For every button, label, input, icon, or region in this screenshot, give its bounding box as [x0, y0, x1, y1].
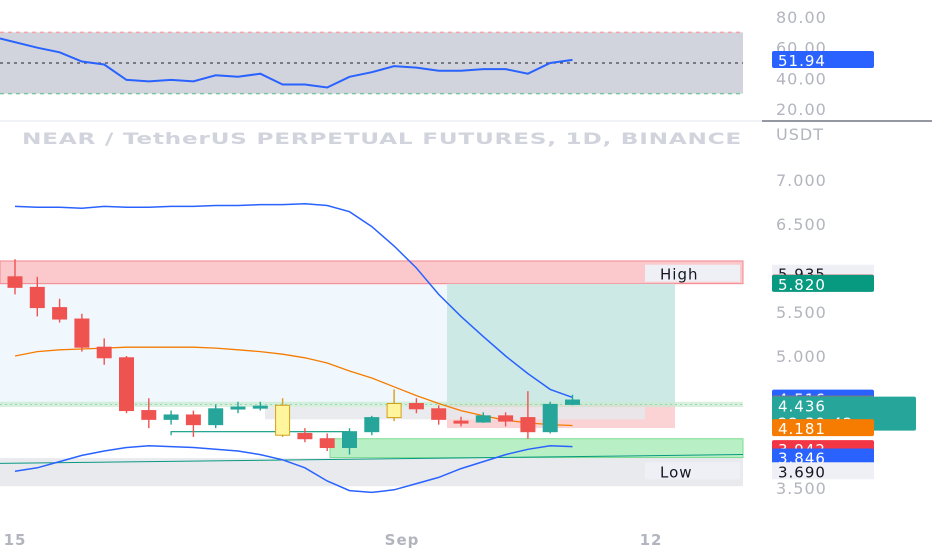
support-zone-lower[interactable] [0, 458, 743, 487]
candle[interactable] [52, 298, 68, 323]
candle-body [230, 406, 246, 410]
rsi-current-value: 51.94 [778, 52, 826, 70]
candle-body [208, 408, 224, 426]
price-tag-label: Low [660, 463, 693, 481]
candle-body [431, 408, 447, 420]
candle[interactable] [520, 391, 536, 439]
price-tag: Low 3.690 [645, 462, 874, 481]
candle[interactable] [252, 401, 268, 411]
price-tag-value: 4.181 [778, 420, 826, 438]
candle[interactable] [119, 356, 134, 414]
candle-body [364, 417, 380, 433]
price-tag-label-bg [645, 264, 740, 282]
candle-body [52, 307, 68, 320]
price-axis-tick: 5.500 [776, 303, 827, 322]
bollinger-lower [14, 445, 573, 494]
candle[interactable] [565, 394, 580, 406]
range-shade [0, 283, 447, 405]
candle-body [453, 420, 469, 424]
price-tag-label-bg [645, 462, 740, 480]
candle[interactable] [7, 259, 23, 295]
candle-body [185, 414, 201, 426]
time-axis-tick: Sep [385, 531, 420, 549]
price-axis-tick: 6.500 [776, 215, 827, 234]
price-axis[interactable]: 80.0060.0040.0020.0051.947.0006.5005.500… [4, 8, 932, 549]
candle-body [498, 415, 514, 422]
candle-body [386, 403, 402, 419]
rsi-axis-tick: 20.00 [776, 100, 827, 119]
candle[interactable] [275, 398, 291, 437]
support-trendline [0, 454, 744, 464]
candle-body [96, 346, 112, 359]
candle[interactable] [74, 313, 90, 352]
candle-body [74, 318, 90, 348]
candle[interactable] [542, 401, 558, 434]
price-tag-value: 4.436 [778, 398, 826, 416]
candle-body [520, 417, 536, 433]
candle[interactable] [29, 276, 45, 317]
candle-body [119, 357, 134, 412]
candle[interactable] [96, 338, 112, 365]
candle[interactable] [386, 389, 402, 422]
candle[interactable] [498, 412, 514, 427]
price-tag-box [772, 448, 874, 466]
candle-body [408, 403, 424, 410]
candle[interactable] [208, 404, 224, 429]
candle[interactable] [364, 415, 380, 436]
candle-body [297, 432, 313, 440]
price-tag-box [772, 274, 874, 292]
position-target-zone[interactable] [447, 283, 675, 405]
time-axis-tick: 12 [640, 531, 663, 549]
rsi-line [0, 37, 573, 89]
candle[interactable] [431, 405, 447, 425]
price-tag-value: 3.690 [778, 463, 826, 481]
entry-band [0, 401, 743, 408]
price-tag-box [772, 462, 874, 480]
range-box-line [170, 431, 350, 436]
candle-body [319, 438, 335, 449]
candle-body [342, 431, 357, 449]
price-axis-tick: 5.000 [776, 347, 827, 366]
price-tag-value: 5.820 [778, 276, 826, 294]
candle-body [7, 276, 23, 288]
price-axis-unit: USDT [776, 125, 824, 144]
candle-body [475, 415, 491, 423]
resistance-zone[interactable] [0, 260, 744, 285]
rsi-axis-tick: 80.00 [776, 8, 827, 27]
candle[interactable] [408, 398, 424, 414]
candle-body [542, 403, 558, 433]
price-tag: 4.181 [772, 419, 874, 438]
candle[interactable] [185, 410, 201, 437]
candle[interactable] [342, 428, 357, 455]
candle[interactable] [141, 398, 157, 429]
candle-body [141, 410, 157, 420]
candle[interactable] [453, 416, 469, 427]
time-axis-tick: 15 [4, 531, 27, 549]
rsi-axis-tick: 40.00 [776, 69, 827, 88]
price-tag-label: High [660, 266, 698, 284]
price-axis-tick: 3.500 [776, 479, 827, 498]
price-pane[interactable]: NEAR / TetherUS PERPETUAL FUTURES, 1D, B… [0, 120, 932, 494]
candle[interactable] [230, 401, 246, 414]
rsi-pane[interactable] [0, 31, 743, 95]
price-tag: 5.820 [772, 274, 874, 294]
price-tag-box [772, 419, 874, 437]
candle-body [275, 404, 291, 436]
bollinger-upper [14, 203, 573, 399]
chart-title: NEAR / TetherUS PERPETUAL FUTURES, 1D, B… [22, 129, 742, 148]
candle-body [29, 286, 45, 309]
candle[interactable] [475, 412, 491, 423]
price-axis-tick: 7.000 [776, 171, 827, 190]
candle-body [252, 405, 268, 409]
rsi-current-tag [772, 51, 874, 69]
candle-body [163, 414, 179, 420]
candle[interactable] [163, 410, 179, 425]
candle[interactable] [297, 428, 313, 443]
candle[interactable] [319, 433, 335, 452]
candle-body [565, 399, 580, 405]
